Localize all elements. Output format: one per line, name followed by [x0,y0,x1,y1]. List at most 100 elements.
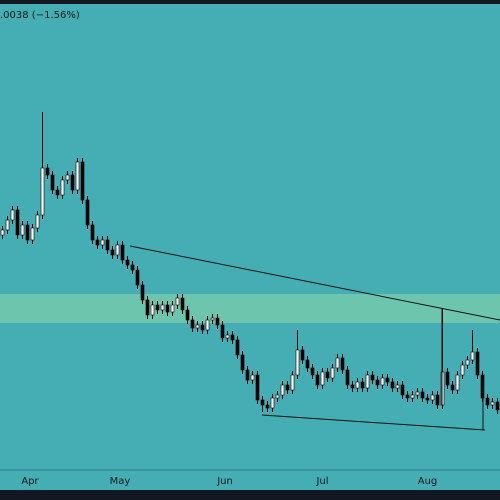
candle-body [70,174,75,191]
candle-body [75,161,80,191]
candle-body [430,394,435,401]
candle-body [230,334,235,341]
candle-body [420,391,425,399]
candle-body [150,304,155,316]
candle-body [185,309,190,321]
candle-body [155,304,160,311]
candle-body [210,317,215,321]
candle-body [15,209,20,236]
candle-body [380,377,385,386]
candle-body [415,391,420,396]
candle-body [220,324,225,339]
candle-body [280,384,285,396]
candle-body [470,351,475,361]
candle-body [20,224,25,236]
candle-body [325,371,330,379]
candle-body [85,199,90,226]
candle-body [205,319,210,331]
candle-body [60,179,65,196]
candle-body [290,374,295,391]
candle-body [55,189,60,196]
candle-body [315,374,320,386]
candle-body [295,349,300,376]
candle-body [475,351,480,376]
candle-body [35,214,40,229]
candle-body [250,374,255,381]
candle-body [190,319,195,329]
x-tick-label: May [110,476,131,487]
candle-body [265,404,270,409]
candle-body [370,374,375,381]
candle-body [225,334,230,339]
trendline [261,414,486,431]
candle-body [485,397,490,406]
candle-body [170,304,175,313]
candle-body [465,359,470,366]
candle-body [10,209,15,221]
candle-body [355,381,360,389]
candle-body [110,249,115,256]
candle-body [160,304,165,311]
x-tick-label: Aug [418,476,438,487]
candle-body [460,364,465,376]
x-tick-label: Jul [315,476,328,487]
candle-body [305,359,310,369]
candle-body [100,239,105,246]
candle-body [245,369,250,381]
candle-body [125,259,130,266]
candle-body [270,397,275,409]
candle-body [340,357,345,371]
candle-body [495,401,500,411]
candle-body [195,324,200,329]
plot-background [0,4,500,490]
candle-body [40,167,45,216]
candle-body [435,394,440,406]
header-price: .0038 (−1.56%) [0,10,80,21]
trendline [129,245,500,321]
candle-body [0,229,5,236]
candle-body [65,174,70,181]
candle-body [385,377,390,383]
candle-body [365,374,370,389]
candle-body [335,357,340,369]
candle-body [320,371,325,386]
candle-body [135,269,140,286]
candle-body [5,219,10,231]
candle-body [405,394,410,399]
candle-body [140,284,145,301]
candle-body [300,349,305,361]
candle-body [400,384,405,396]
candle-body [175,297,180,306]
candle-body [260,399,265,406]
candle-body [450,384,455,391]
candle-body [25,224,30,241]
candle-body [115,244,120,256]
candle-body [455,374,460,391]
candle-body [345,369,350,386]
candle-body [390,381,395,389]
candle-body [165,304,170,313]
x-tick-label: Jun [216,476,233,487]
candle-body [120,244,125,261]
candle-body [30,227,35,241]
candle-body [145,299,150,316]
candle-body [395,384,400,389]
candle-body [45,167,50,176]
candle-body [180,297,185,311]
candle-body [95,239,100,246]
candle-body [445,371,450,386]
candle-body [50,174,55,191]
candle-body [240,354,245,371]
candle-body [360,381,365,389]
candle-body [215,317,220,326]
candle-body [310,367,315,376]
candle-body [90,224,95,241]
candle-body [80,161,85,201]
candle-body [350,384,355,389]
candle-body [275,394,280,399]
candle-body [255,374,260,401]
candle-body [285,384,290,391]
candle-body [425,397,430,401]
candle-body [375,379,380,386]
